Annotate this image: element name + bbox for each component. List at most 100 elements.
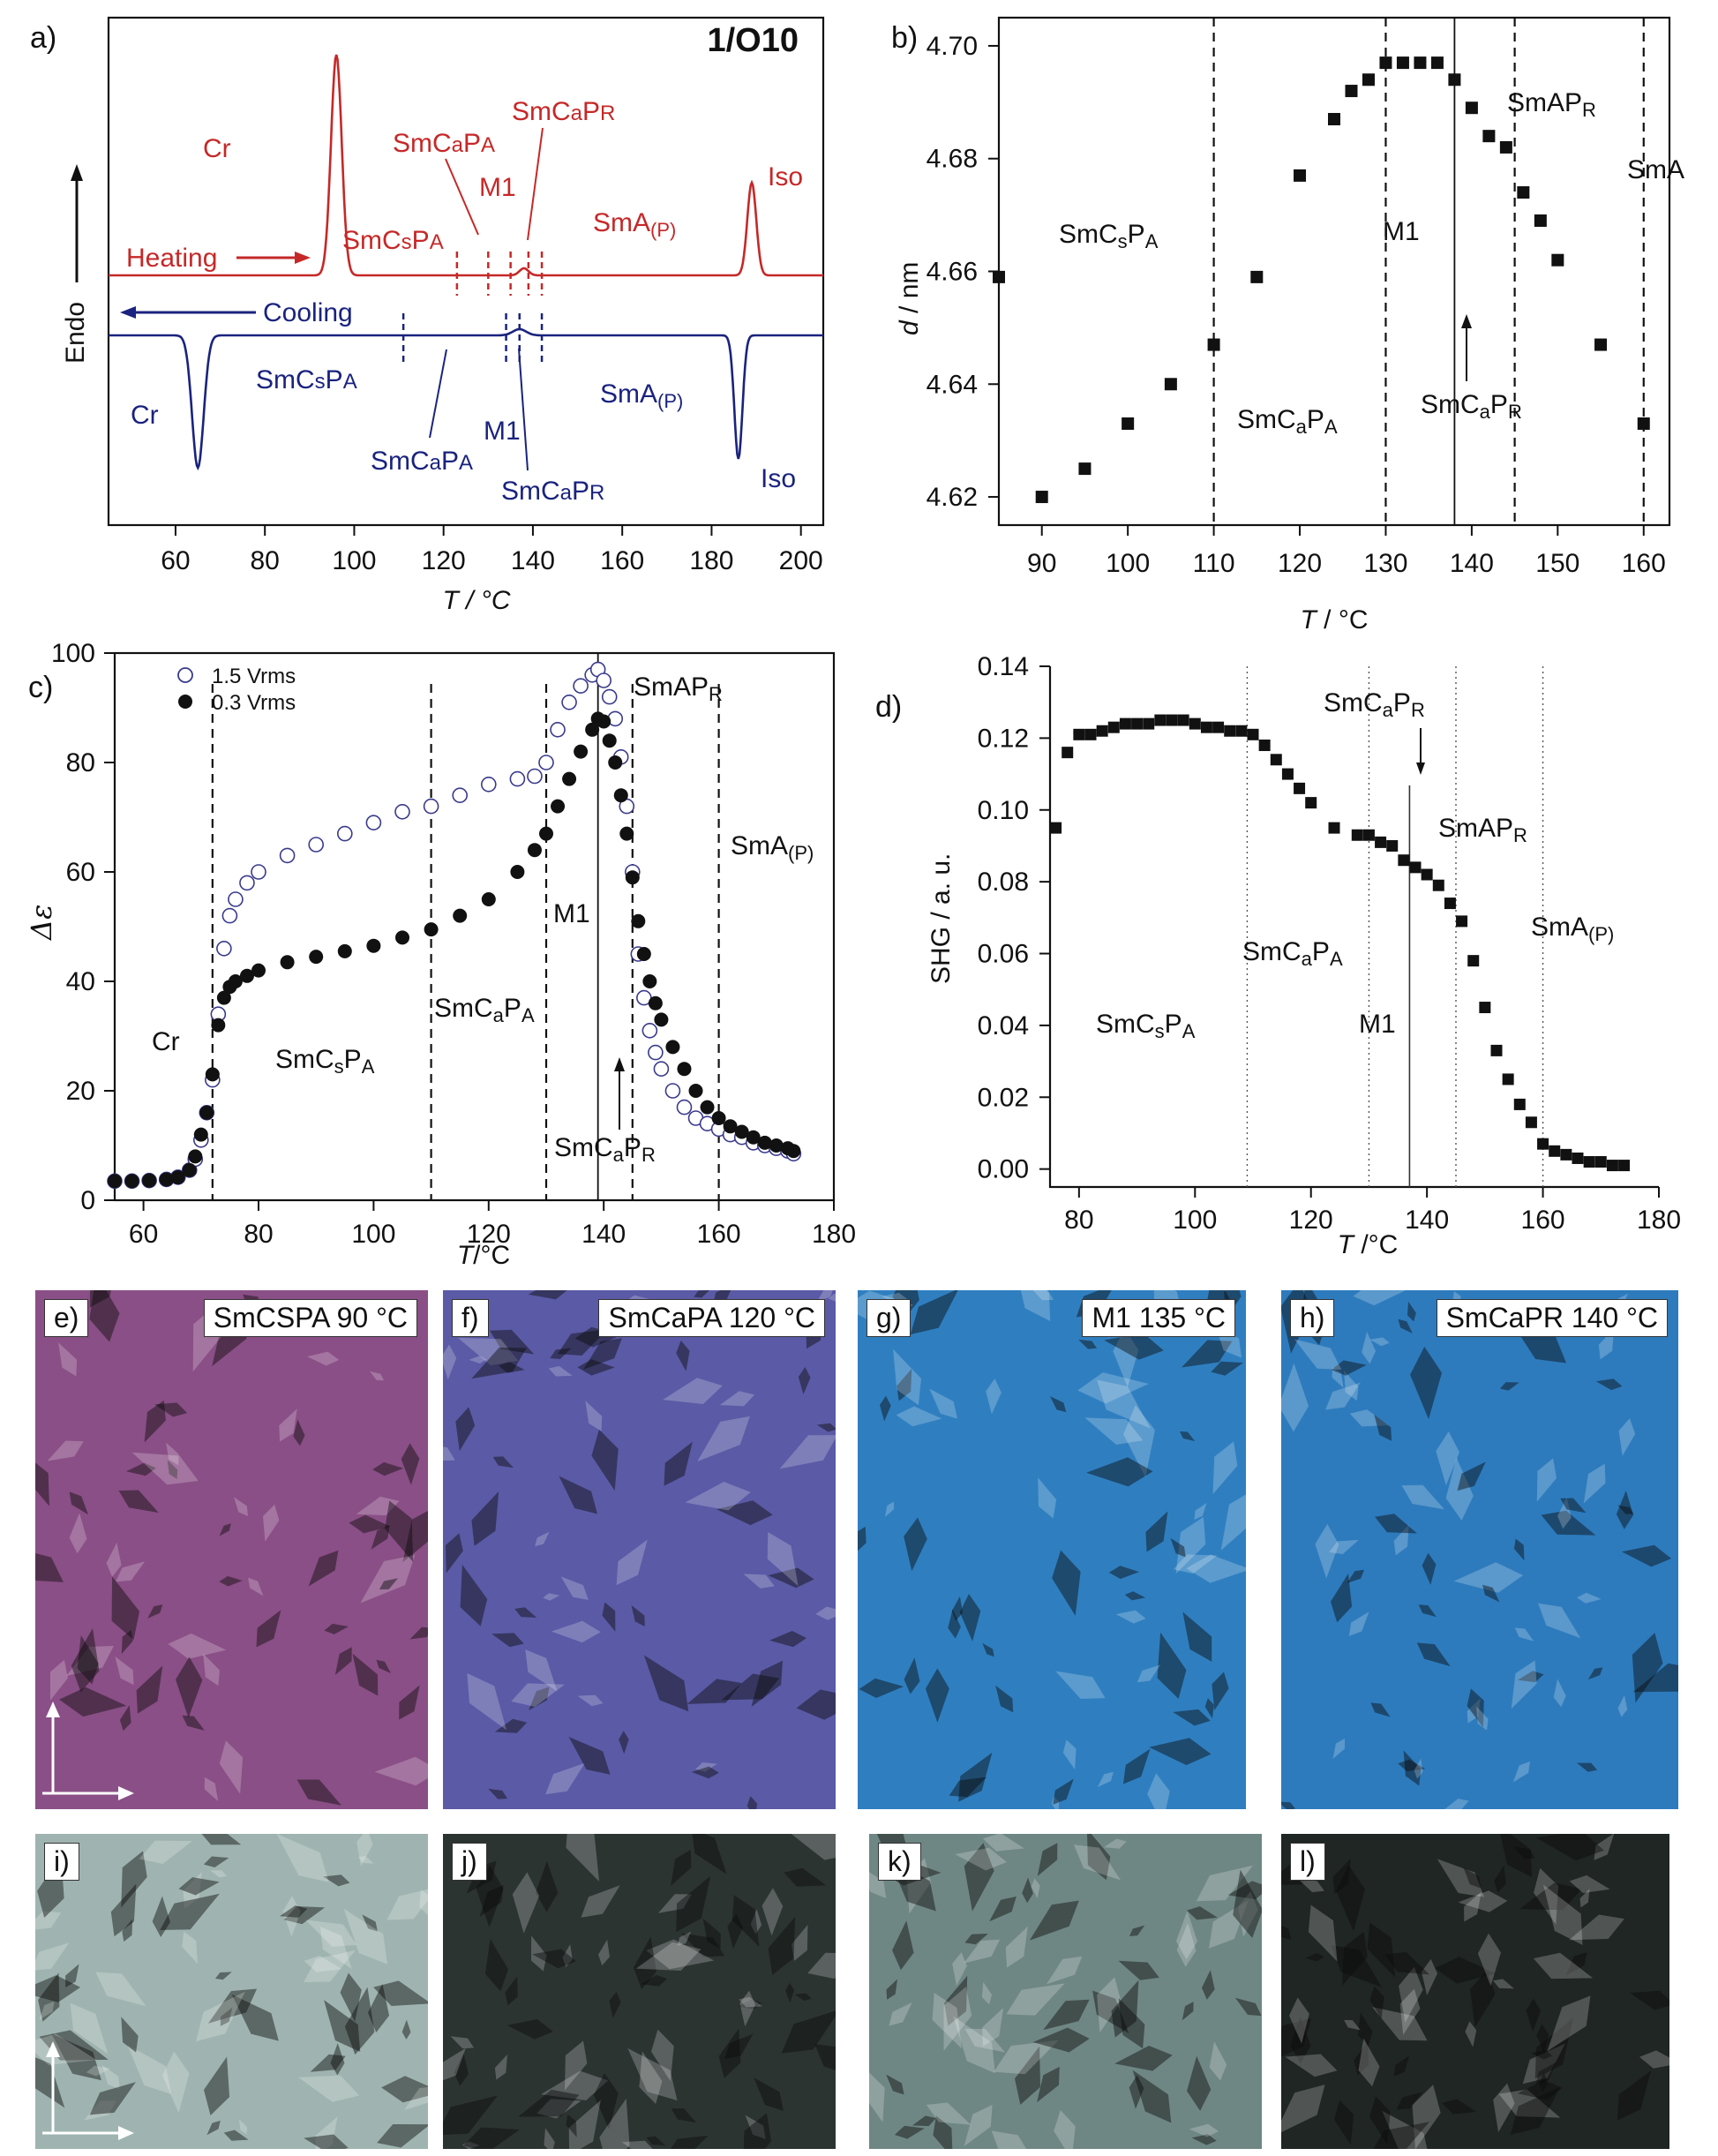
phase-sma: SmA [1627, 155, 1684, 184]
texture-fan [1055, 1671, 1106, 1700]
texture-fan [925, 1668, 949, 1724]
texture-fan [796, 1689, 836, 1720]
y-axis-label: Δε [25, 905, 58, 942]
y-tick-label: 0.04 [978, 1011, 1029, 1040]
data-point-0-3vrms [665, 1040, 680, 1055]
texture-fan [1331, 1945, 1383, 1987]
plot-frame [113, 651, 836, 1202]
y-tick-label: 4.70 [927, 32, 978, 61]
texture-fan [1617, 1694, 1628, 1717]
texture-fan [35, 1911, 62, 1932]
legend-open-marker [177, 667, 193, 683]
y-tick-label: 4.68 [927, 145, 978, 174]
cool-smcapa-pointer [429, 349, 447, 439]
data-point-1-5vrms [601, 688, 618, 705]
texture-fan [1412, 2085, 1441, 2149]
phase-smcapa: SmCaPA [1242, 937, 1343, 970]
y-axis-label: d / nm [895, 262, 924, 335]
texture-fan [1285, 2054, 1338, 2077]
data-point [1502, 1073, 1514, 1086]
texture-fan [308, 1550, 339, 1587]
texture-fan [1108, 1566, 1140, 1580]
data-point-0-3vrms [309, 950, 324, 965]
data-point-1-5vrms [596, 672, 612, 688]
texture-fan [1511, 1660, 1537, 1709]
texture-fan [1557, 1497, 1572, 1529]
data-point [1421, 868, 1433, 881]
texture-fan [1029, 1900, 1079, 1941]
heating-arrow-icon [236, 252, 311, 264]
texture-fan [1114, 2046, 1173, 2071]
micrograph-letter: h) [1290, 1299, 1335, 1337]
texture-fan [1437, 1859, 1485, 1897]
heat-m1-label: M1 [479, 173, 516, 202]
data-point [1177, 714, 1189, 726]
data-point [1432, 879, 1444, 891]
heat-iso-label: Iso [768, 162, 803, 192]
data-point-0-3vrms [481, 892, 496, 906]
data-point [1258, 740, 1271, 752]
texture-fan [1535, 1834, 1604, 1861]
panel-letter: b) [891, 21, 918, 55]
data-point [1351, 829, 1363, 841]
texture-fan [1189, 2123, 1219, 2137]
texture-fan [443, 2095, 499, 2136]
data-point [1084, 728, 1097, 740]
texture-fan [1458, 1890, 1508, 1912]
texture-fan [1179, 1431, 1196, 1442]
texture-fan [1014, 2046, 1041, 2105]
data-point-0-3vrms [453, 908, 468, 923]
texture-fan [814, 2044, 836, 2078]
texture-fan [1046, 1956, 1083, 1985]
data-point [1386, 839, 1399, 852]
cool-smcapr-pointer [518, 348, 529, 471]
texture-fan [785, 1982, 795, 2003]
data-point-0-3vrms [602, 733, 617, 748]
data-point [1250, 270, 1264, 283]
texture-fan [139, 1840, 192, 1864]
texture-fan [646, 1939, 715, 1970]
data-point [1078, 462, 1092, 476]
texture-fan [664, 1441, 693, 1486]
data-point [1107, 721, 1120, 733]
texture-fan [306, 1351, 340, 1366]
texture-fan [1369, 1986, 1384, 2019]
texture-fan [1457, 1461, 1486, 1491]
x-tick-label: 120 [1278, 549, 1322, 578]
data-point [1551, 253, 1564, 267]
phase-smcapa: SmCaPA [1237, 405, 1338, 438]
heat-smcapr-label: SmCaPR [512, 97, 615, 126]
smcapr-arrow-icon [614, 1057, 625, 1130]
texture-fan [1331, 1360, 1367, 1376]
texture-fan [532, 1949, 576, 1969]
texture-fan [982, 1834, 1024, 1852]
texture-fan [1399, 1966, 1423, 2023]
texture-fan [1493, 2083, 1515, 2133]
texture-fan [203, 2056, 230, 2115]
texture-fan [1281, 2018, 1311, 2066]
data-point [1062, 747, 1074, 759]
axes: 60 80 100 120 140 160 180 0 20 40 60 80 100 [51, 639, 856, 1249]
phase-cr: Cr [152, 1027, 180, 1056]
texture-fan [681, 1933, 725, 1957]
data-point-0-3vrms [424, 922, 439, 937]
texture-fan [1097, 1379, 1151, 1429]
axes: 90 100 110 120 130 140 150 160 4.62 4.64 4.66 4.68 4… [927, 32, 1666, 578]
data-point-0-3vrms [551, 799, 566, 814]
data-point-1-5vrms [452, 787, 469, 803]
texture-fan [1616, 1490, 1634, 1529]
texture-fan [122, 1919, 133, 1942]
y-tick-label: 0.06 [978, 940, 1029, 969]
data-point [1375, 836, 1387, 848]
texture-fan [695, 1762, 717, 1772]
data-point-1-5vrms [509, 770, 526, 787]
micrograph-letter: i) [44, 1843, 79, 1881]
x-tick-label: 140 [581, 1220, 626, 1249]
texture-fan [559, 1476, 598, 1514]
texture-fan [577, 1359, 615, 1376]
texture-fan [1369, 1337, 1390, 1347]
texture-fan [1043, 1999, 1090, 2031]
polarizer-arrowhead [46, 2041, 60, 2057]
phase-m1: M1 [1359, 1010, 1396, 1039]
x-axis-label: T / °C [443, 586, 511, 615]
